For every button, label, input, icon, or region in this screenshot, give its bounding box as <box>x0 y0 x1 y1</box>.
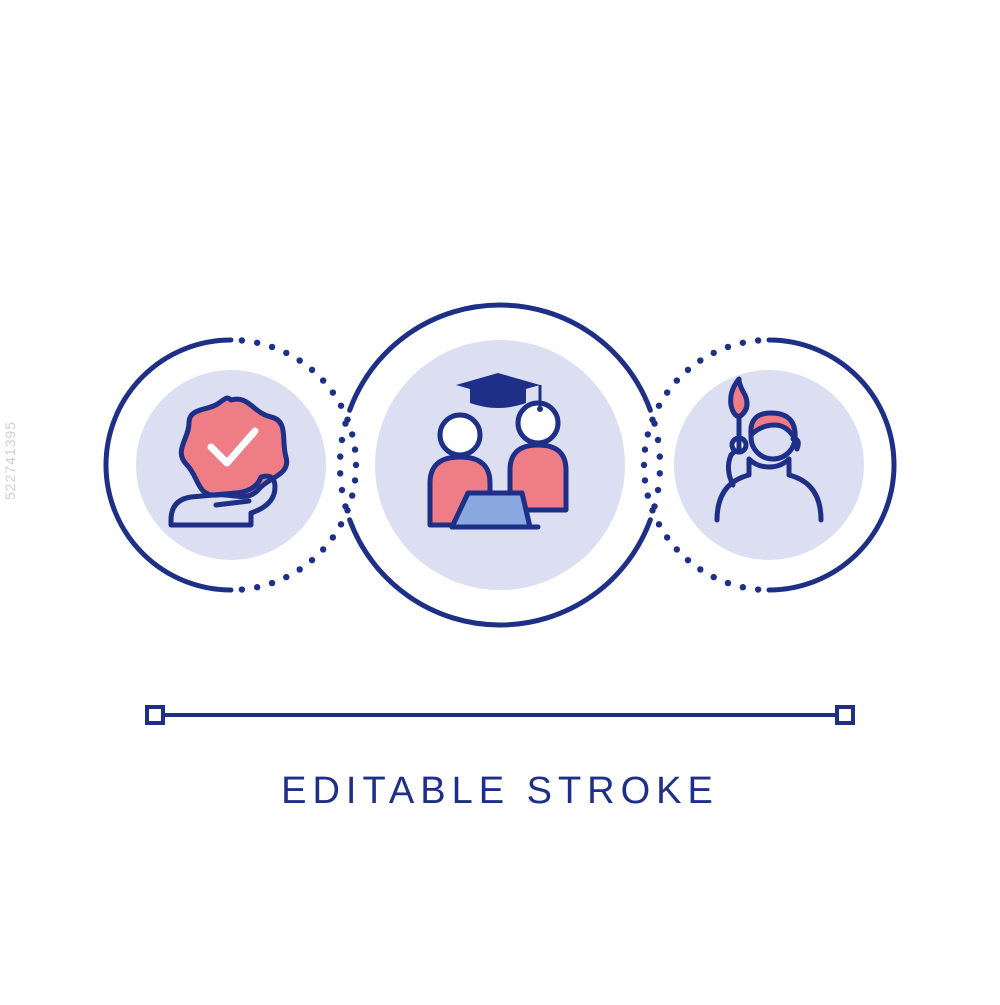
caption-label: EDITABLE STROKE <box>0 770 1000 813</box>
handle-right <box>837 707 853 723</box>
watermark-text: 522741395 <box>2 421 18 500</box>
infographic-canvas <box>0 0 1000 1000</box>
handle-left <box>147 707 163 723</box>
